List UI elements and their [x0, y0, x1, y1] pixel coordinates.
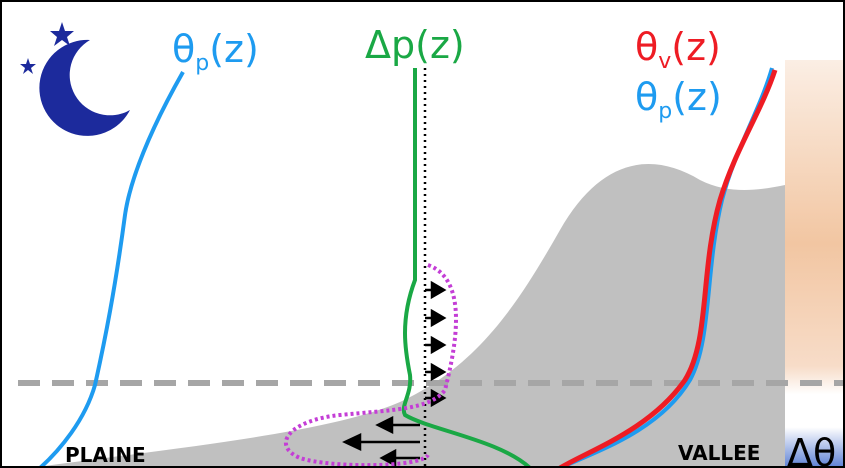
theta-p-plain-curve — [38, 71, 185, 468]
valley-terrain — [30, 164, 785, 468]
vallee-label: VALLEE — [678, 441, 760, 465]
delta-p-curve — [401, 68, 532, 468]
star-icon — [50, 22, 74, 46]
flow-ellipse — [284, 263, 458, 468]
moon-icon — [39, 39, 130, 136]
plaine-label: PLAINE — [65, 443, 146, 467]
theta-v-label: θv(z) — [635, 25, 721, 74]
theta-p-right-label: θp(z) — [635, 75, 722, 124]
star-icon — [20, 58, 36, 74]
delta-p-label: Δp(z) — [365, 23, 465, 67]
theta-gradient-bar — [785, 60, 845, 468]
delta-theta-label: Δθ — [787, 431, 836, 468]
theta-v-curve — [558, 69, 778, 468]
theta-p-left-label: θp(z) — [172, 27, 259, 76]
